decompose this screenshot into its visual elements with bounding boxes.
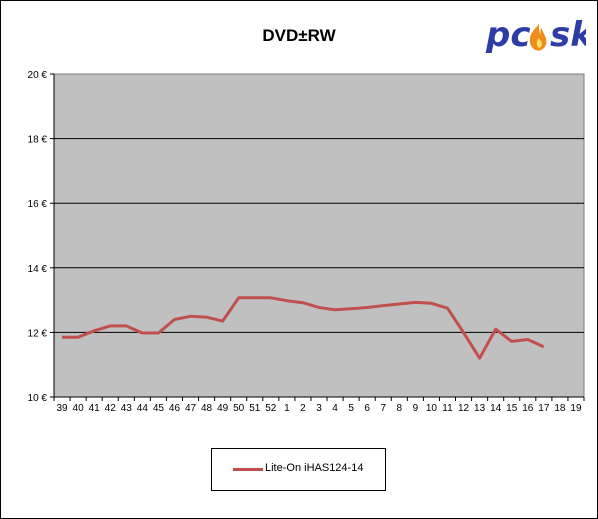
x-tick-label: 1 bbox=[284, 403, 290, 414]
legend-label: Lite-On iHAS124-14 bbox=[265, 462, 364, 474]
x-tick-label: 47 bbox=[185, 403, 197, 414]
x-tick-label: 2 bbox=[300, 403, 306, 414]
y-tick-label: 16 € bbox=[28, 199, 48, 210]
x-tick-label: 4 bbox=[332, 403, 338, 414]
x-tick-label: 12 bbox=[458, 403, 470, 414]
x-tick-label: 15 bbox=[506, 403, 518, 414]
y-tick-label: 10 € bbox=[28, 393, 48, 404]
y-tick-label: 14 € bbox=[28, 264, 48, 275]
x-tick-label: 42 bbox=[105, 403, 117, 414]
x-tick-label: 48 bbox=[201, 403, 213, 414]
y-axis: 10 € 12 € 14 € 16 € 18 € 20 € bbox=[28, 70, 55, 404]
x-tick-label: 7 bbox=[380, 403, 386, 414]
x-tick-label: 10 bbox=[426, 403, 438, 414]
x-tick-label: 44 bbox=[137, 403, 149, 414]
y-tick-label: 18 € bbox=[28, 135, 48, 146]
x-tick-label: 50 bbox=[233, 403, 245, 414]
x-tick-label: 14 bbox=[490, 403, 502, 414]
pcworld-logo: pc sk bbox=[485, 15, 586, 55]
x-tick-label: 3 bbox=[316, 403, 322, 414]
x-tick-label: 11 bbox=[442, 403, 453, 414]
x-tick-label: 41 bbox=[89, 403, 101, 414]
x-tick-label: 13 bbox=[474, 403, 486, 414]
svg-text:pc: pc bbox=[485, 15, 531, 55]
x-tick-label: 49 bbox=[217, 403, 229, 414]
x-tick-label: 39 bbox=[56, 403, 68, 414]
plot-area bbox=[53, 73, 585, 398]
x-tick-label: 18 bbox=[554, 403, 566, 414]
x-tick-label: 6 bbox=[364, 403, 370, 414]
x-tick-label: 16 bbox=[522, 403, 534, 414]
x-tick-label: 52 bbox=[265, 403, 277, 414]
series-line bbox=[62, 296, 545, 360]
legend-swatch bbox=[233, 468, 263, 471]
svg-text:sk: sk bbox=[550, 15, 586, 55]
x-tick-label: 9 bbox=[413, 403, 419, 414]
y-tick-label: 20 € bbox=[28, 70, 48, 81]
x-tick-label: 8 bbox=[397, 403, 403, 414]
x-tick-label: 5 bbox=[348, 403, 354, 414]
chart-title: DVD±RW bbox=[262, 26, 336, 45]
x-tick-label: 17 bbox=[538, 403, 550, 414]
x-tick-label: 46 bbox=[169, 403, 181, 414]
x-tick-label: 40 bbox=[73, 403, 85, 414]
x-axis: 39 40 41 42 43 44 45 46 47 48 49 50 51 52 1 2 3 4 5 6 7 8 9 10 1… bbox=[53, 396, 585, 414]
gridlines bbox=[54, 138, 584, 333]
x-tick-label: 51 bbox=[249, 403, 261, 414]
x-tick-label: 45 bbox=[153, 403, 165, 414]
legend: Lite-On iHAS124-14 bbox=[211, 448, 386, 491]
x-tick-label: 43 bbox=[121, 403, 133, 414]
y-tick-label: 12 € bbox=[28, 328, 48, 339]
x-tick-label: 19 bbox=[570, 403, 582, 414]
